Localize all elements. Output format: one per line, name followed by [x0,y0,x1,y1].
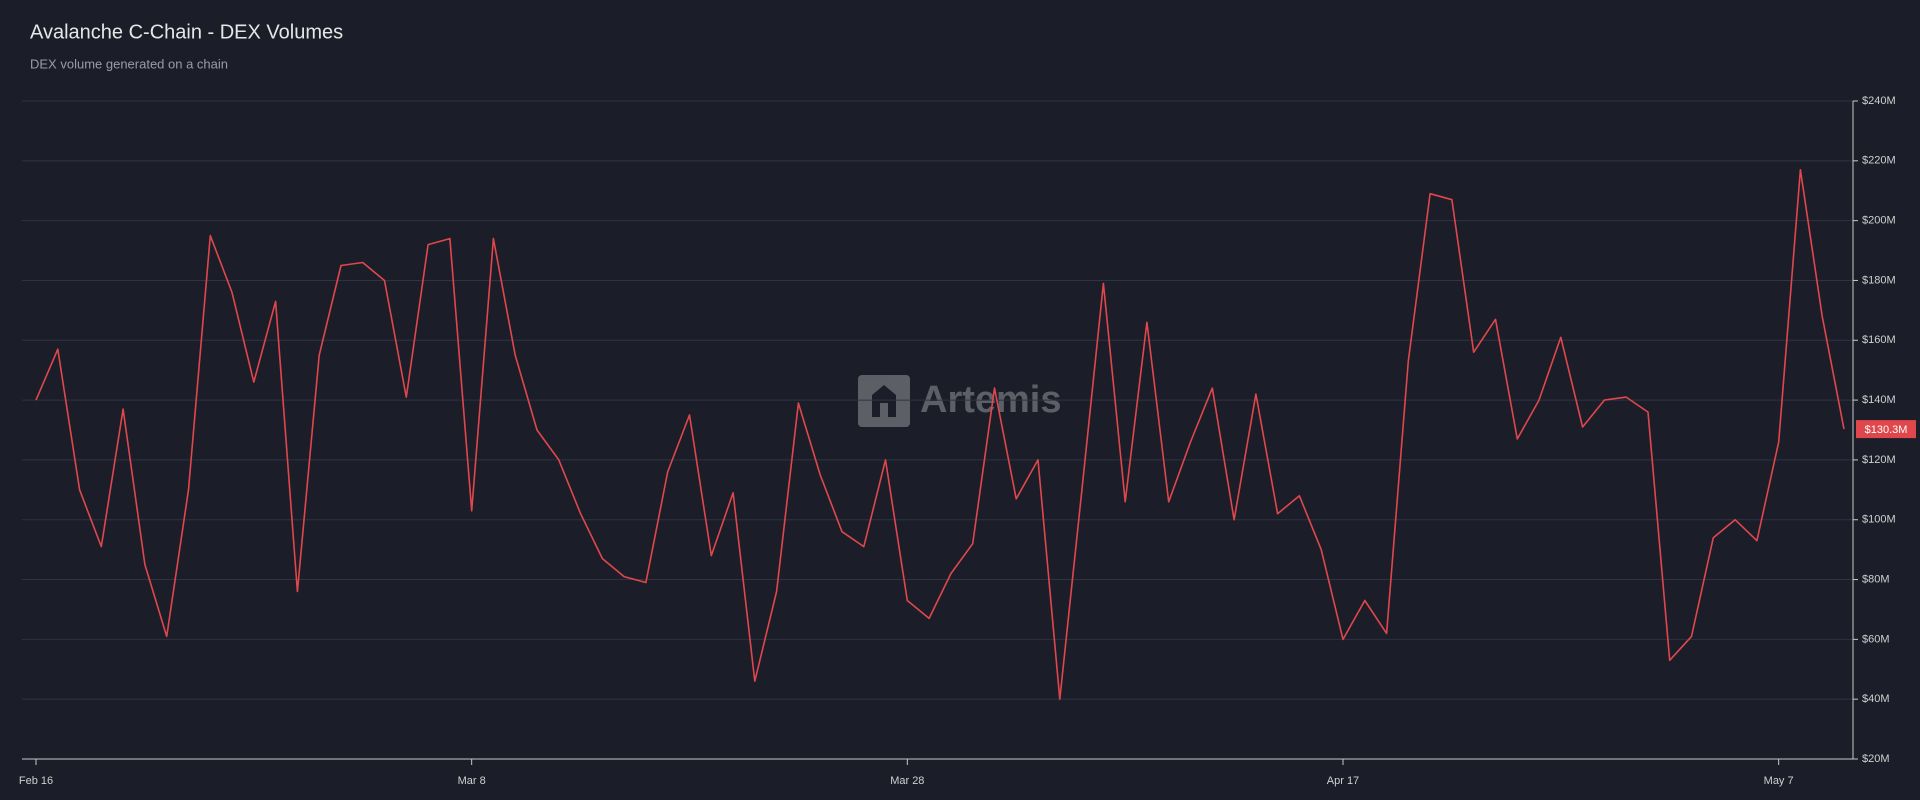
y-tick-label: $80M [1862,573,1890,585]
series-line [35,169,1845,700]
watermark-logo-glyph [872,385,896,417]
y-tick-label: $20M [1862,753,1890,765]
y-tick-label: $60M [1862,633,1890,645]
x-tick-label: Mar 28 [890,775,924,787]
y-tick-label: $140M [1862,394,1896,406]
y-tick-label: $40M [1862,693,1890,705]
value-badge [1856,420,1916,439]
y-tick-label: $180M [1862,274,1896,286]
y-tick-label: $220M [1862,155,1896,167]
y-tick-label: $200M [1862,215,1896,227]
x-tick-label: Feb 16 [19,775,53,787]
y-tick-label: $160M [1862,334,1896,346]
y-tick-label: $120M [1862,454,1896,466]
value-label: $130.3M [1865,424,1908,436]
chart-title: Avalanche C-Chain - DEX Volumes [30,21,343,43]
watermark-logo [858,375,910,427]
x-tick-label: Mar 8 [458,775,486,787]
x-tick-label: Apr 17 [1327,775,1359,787]
y-tick-label: $100M [1862,514,1896,526]
watermark: Artemis [858,375,1062,427]
chart-subtitle: DEX volume generated on a chain [30,56,228,71]
y-tick-label: $240M [1862,95,1896,107]
x-tick-label: May 7 [1764,775,1794,787]
